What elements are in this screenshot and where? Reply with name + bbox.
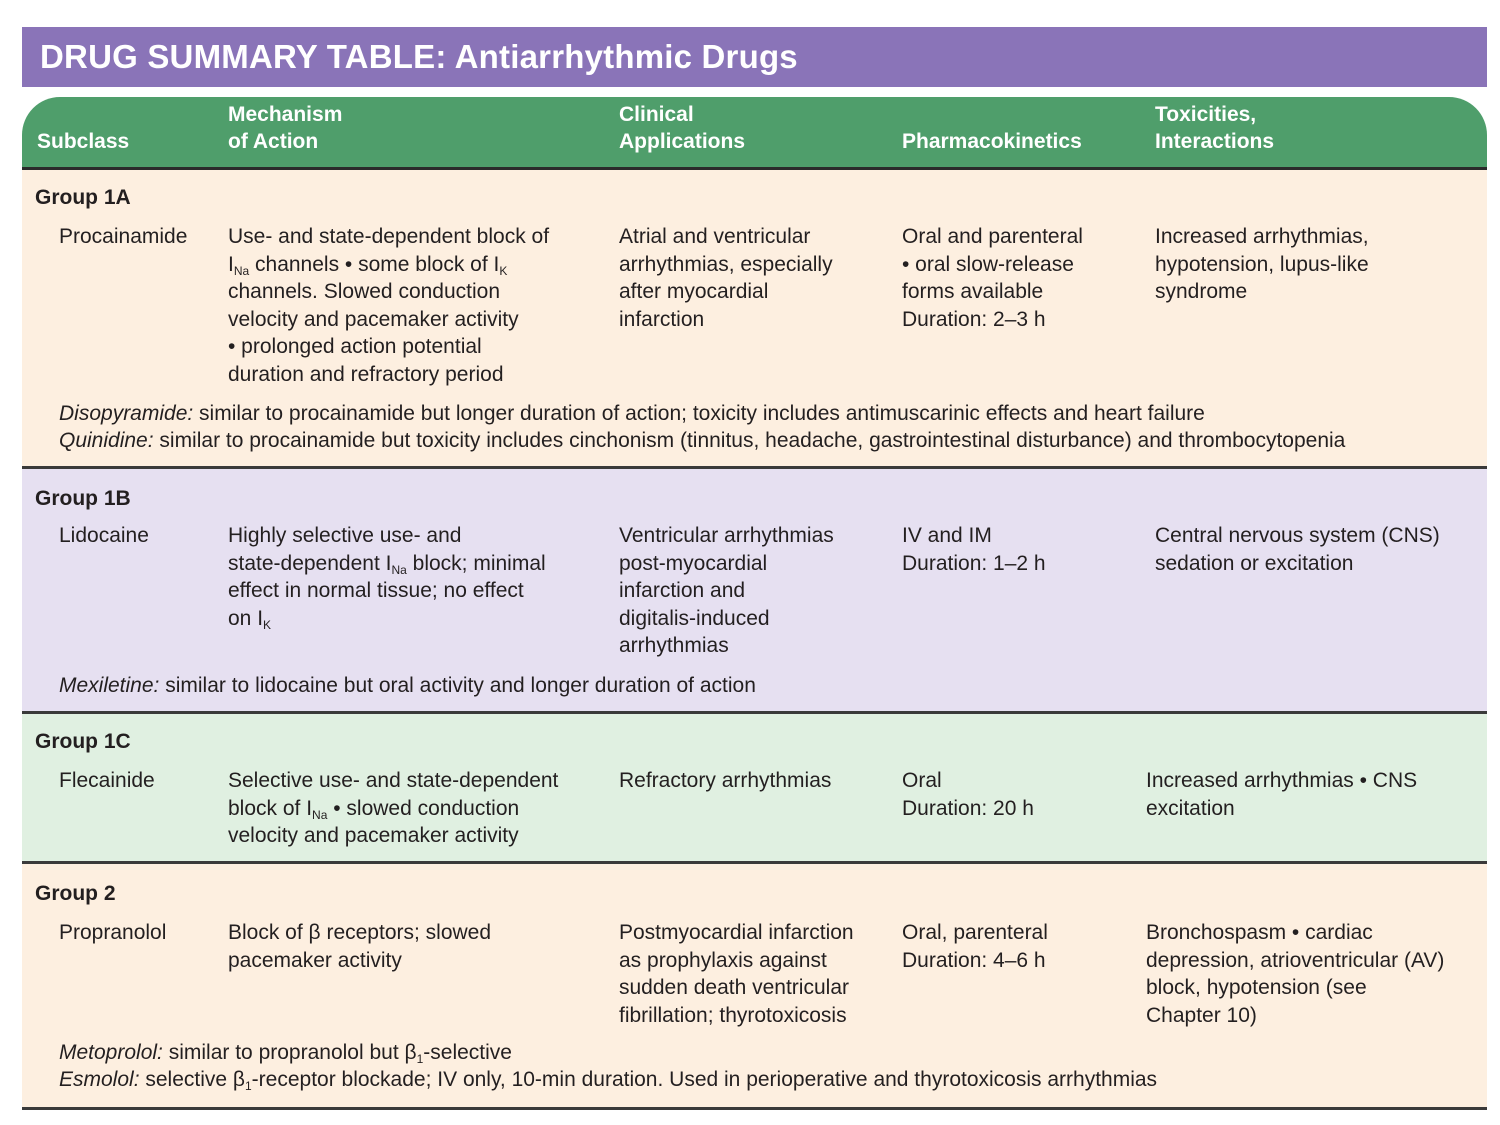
- drug-name: Flecainide: [59, 769, 155, 792]
- drug-name: Procainamide: [59, 225, 188, 248]
- header-toxicities: Toxicities, Interactions: [1155, 103, 1275, 153]
- group-1a-section: Group 1A Procainamide Use- and state-dep…: [22, 170, 1487, 469]
- header-clinical-applications: Clinical Applications: [619, 103, 746, 153]
- clinical-cell: Refractory arrhythmias: [619, 769, 832, 792]
- pharmacokinetics-cell: Oral, parenteral Duration: 4–6 h: [902, 921, 1048, 972]
- pharmacokinetics-cell: IV and IM Duration: 1–2 h: [902, 524, 1046, 575]
- clinical-cell: Postmyocardial infarction as prophylaxis …: [619, 921, 854, 1027]
- header-mechanism: Mechanism of Action: [228, 103, 343, 153]
- group-label: Group 1A: [35, 186, 131, 209]
- related-drug-note: Quinidine: similar to procainamide but t…: [59, 429, 1346, 452]
- group-label: Group 1B: [35, 487, 131, 510]
- drug-name: Propranolol: [59, 921, 167, 944]
- group-1b-section: Group 1B Lidocaine Highly selective use-…: [22, 469, 1487, 714]
- clinical-cell: Atrial and ventricular arrhythmias, espec…: [619, 225, 833, 331]
- table-header: Subclass Mechanism of Action Clinical Appl…: [22, 97, 1487, 170]
- pharmacokinetics-cell: Oral and parenteral • oral slow-release f…: [902, 225, 1083, 331]
- toxicities-cell: Bronchospasm • cardiac depression, atriov…: [1146, 921, 1445, 1027]
- toxicities-cell: Increased arrhythmias, hypotension, lupus…: [1155, 225, 1369, 303]
- header-subclass: Subclass: [37, 130, 130, 153]
- related-drug-note: Metoprolol: similar to propranolol but β…: [59, 1041, 512, 1066]
- mechanism-cell: Highly selective use- and state-dependen…: [228, 524, 546, 632]
- related-drug-note: Disopyramide: similar to procainamide bu…: [59, 402, 1205, 425]
- group-1c-section: Group 1C Flecainide Selective use- and s…: [22, 714, 1487, 864]
- clinical-cell: Ventricular arrhythmias post-myocardial i…: [619, 524, 834, 657]
- table-title: DRUG SUMMARY TABLE: Antiarrhythmic Drugs: [40, 38, 798, 75]
- mechanism-cell: Selective use- and state-dependent block…: [228, 769, 559, 847]
- drug-name: Lidocaine: [59, 524, 149, 547]
- mechanism-cell: Block of β receptors; slowed pacemaker a…: [228, 921, 492, 972]
- title-bar: DRUG SUMMARY TABLE: Antiarrhythmic Drugs: [22, 27, 1487, 87]
- toxicities-cell: Central nervous system (CNS) sedation or …: [1155, 524, 1440, 575]
- group-label: Group 2: [35, 882, 116, 905]
- mechanism-cell: Use- and state-dependent block of INa ch…: [228, 225, 550, 386]
- header-pharmacokinetics: Pharmacokinetics: [902, 130, 1082, 153]
- toxicities-cell: Increased arrhythmias • CNS excitation: [1146, 769, 1418, 820]
- group-2-section: Group 2 Propranolol Block of β receptors…: [22, 864, 1487, 1110]
- related-drug-note: Mexiletine: similar to lidocaine but ora…: [59, 674, 756, 697]
- related-drug-note: Esmolol: selective β1-receptor blockade;…: [59, 1068, 1158, 1093]
- group-label: Group 1C: [35, 730, 131, 753]
- pharmacokinetics-cell: Oral Duration: 20 h: [902, 769, 1034, 820]
